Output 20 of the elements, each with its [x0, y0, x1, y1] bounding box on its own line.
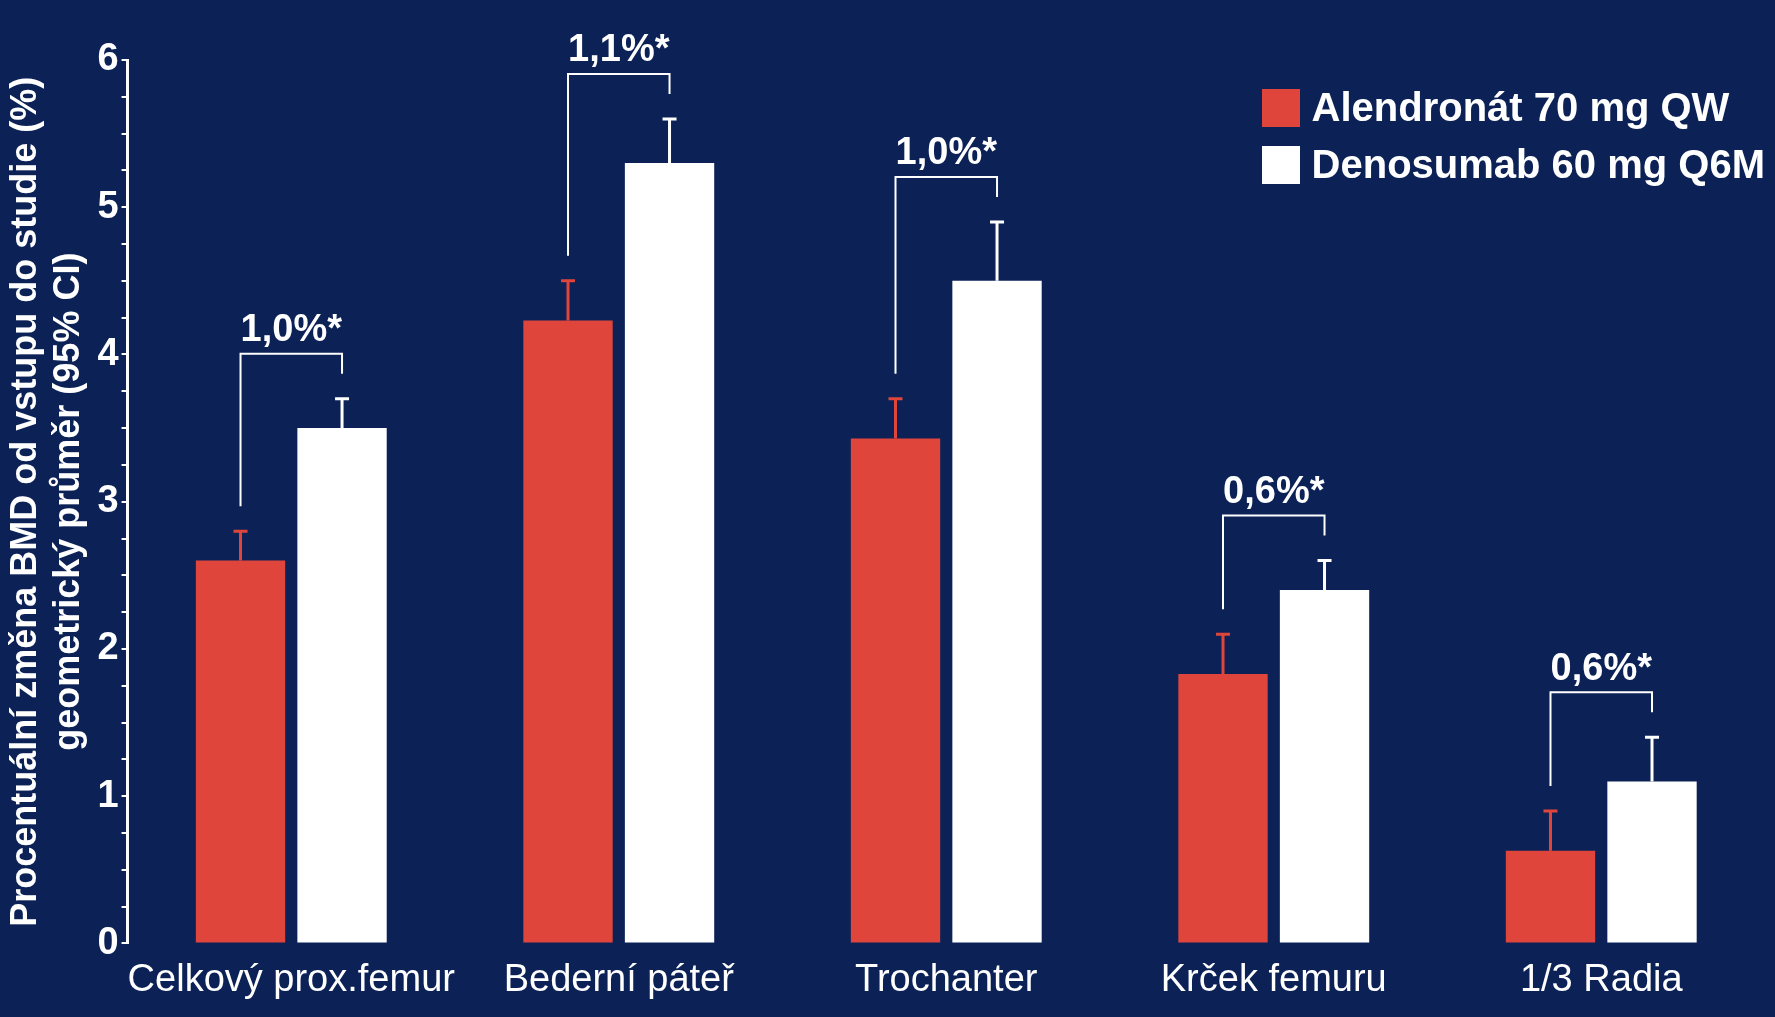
y-tick-label: 0 [97, 919, 119, 962]
x-tick-label: 1/3 Radia [1519, 956, 1684, 999]
annotation: 0,6%* [1223, 469, 1325, 512]
y-tick-label: 1 [97, 772, 119, 815]
x-tick-label: Krček femuru [1160, 956, 1387, 999]
x-tick-label: Trochanter [855, 956, 1038, 999]
legend-label: Denosumab 60 mg Q6M [1311, 142, 1765, 187]
y-tick-label: 2 [97, 625, 119, 668]
annotation: 1,0%* [895, 130, 998, 173]
y-tick-label: 4 [97, 330, 119, 373]
annotation: 0,6%* [1550, 645, 1653, 688]
x-tick-label: Bederní páteř [503, 956, 736, 999]
annotation: 1,1%* [568, 27, 670, 70]
annotation: 1,0%* [240, 307, 343, 350]
x-tick-label: Celkový prox.femur [127, 956, 456, 999]
y-tick-label: 5 [97, 183, 119, 226]
y-tick-label: 6 [97, 36, 119, 79]
y-axis-title: Procentuální změna BMD od vstupu do studie (%) geometrický průměr (95% CI) [2, 76, 87, 927]
legend-label: Alendronát 70 mg QW [1311, 85, 1730, 130]
y-tick-label: 3 [97, 478, 119, 521]
